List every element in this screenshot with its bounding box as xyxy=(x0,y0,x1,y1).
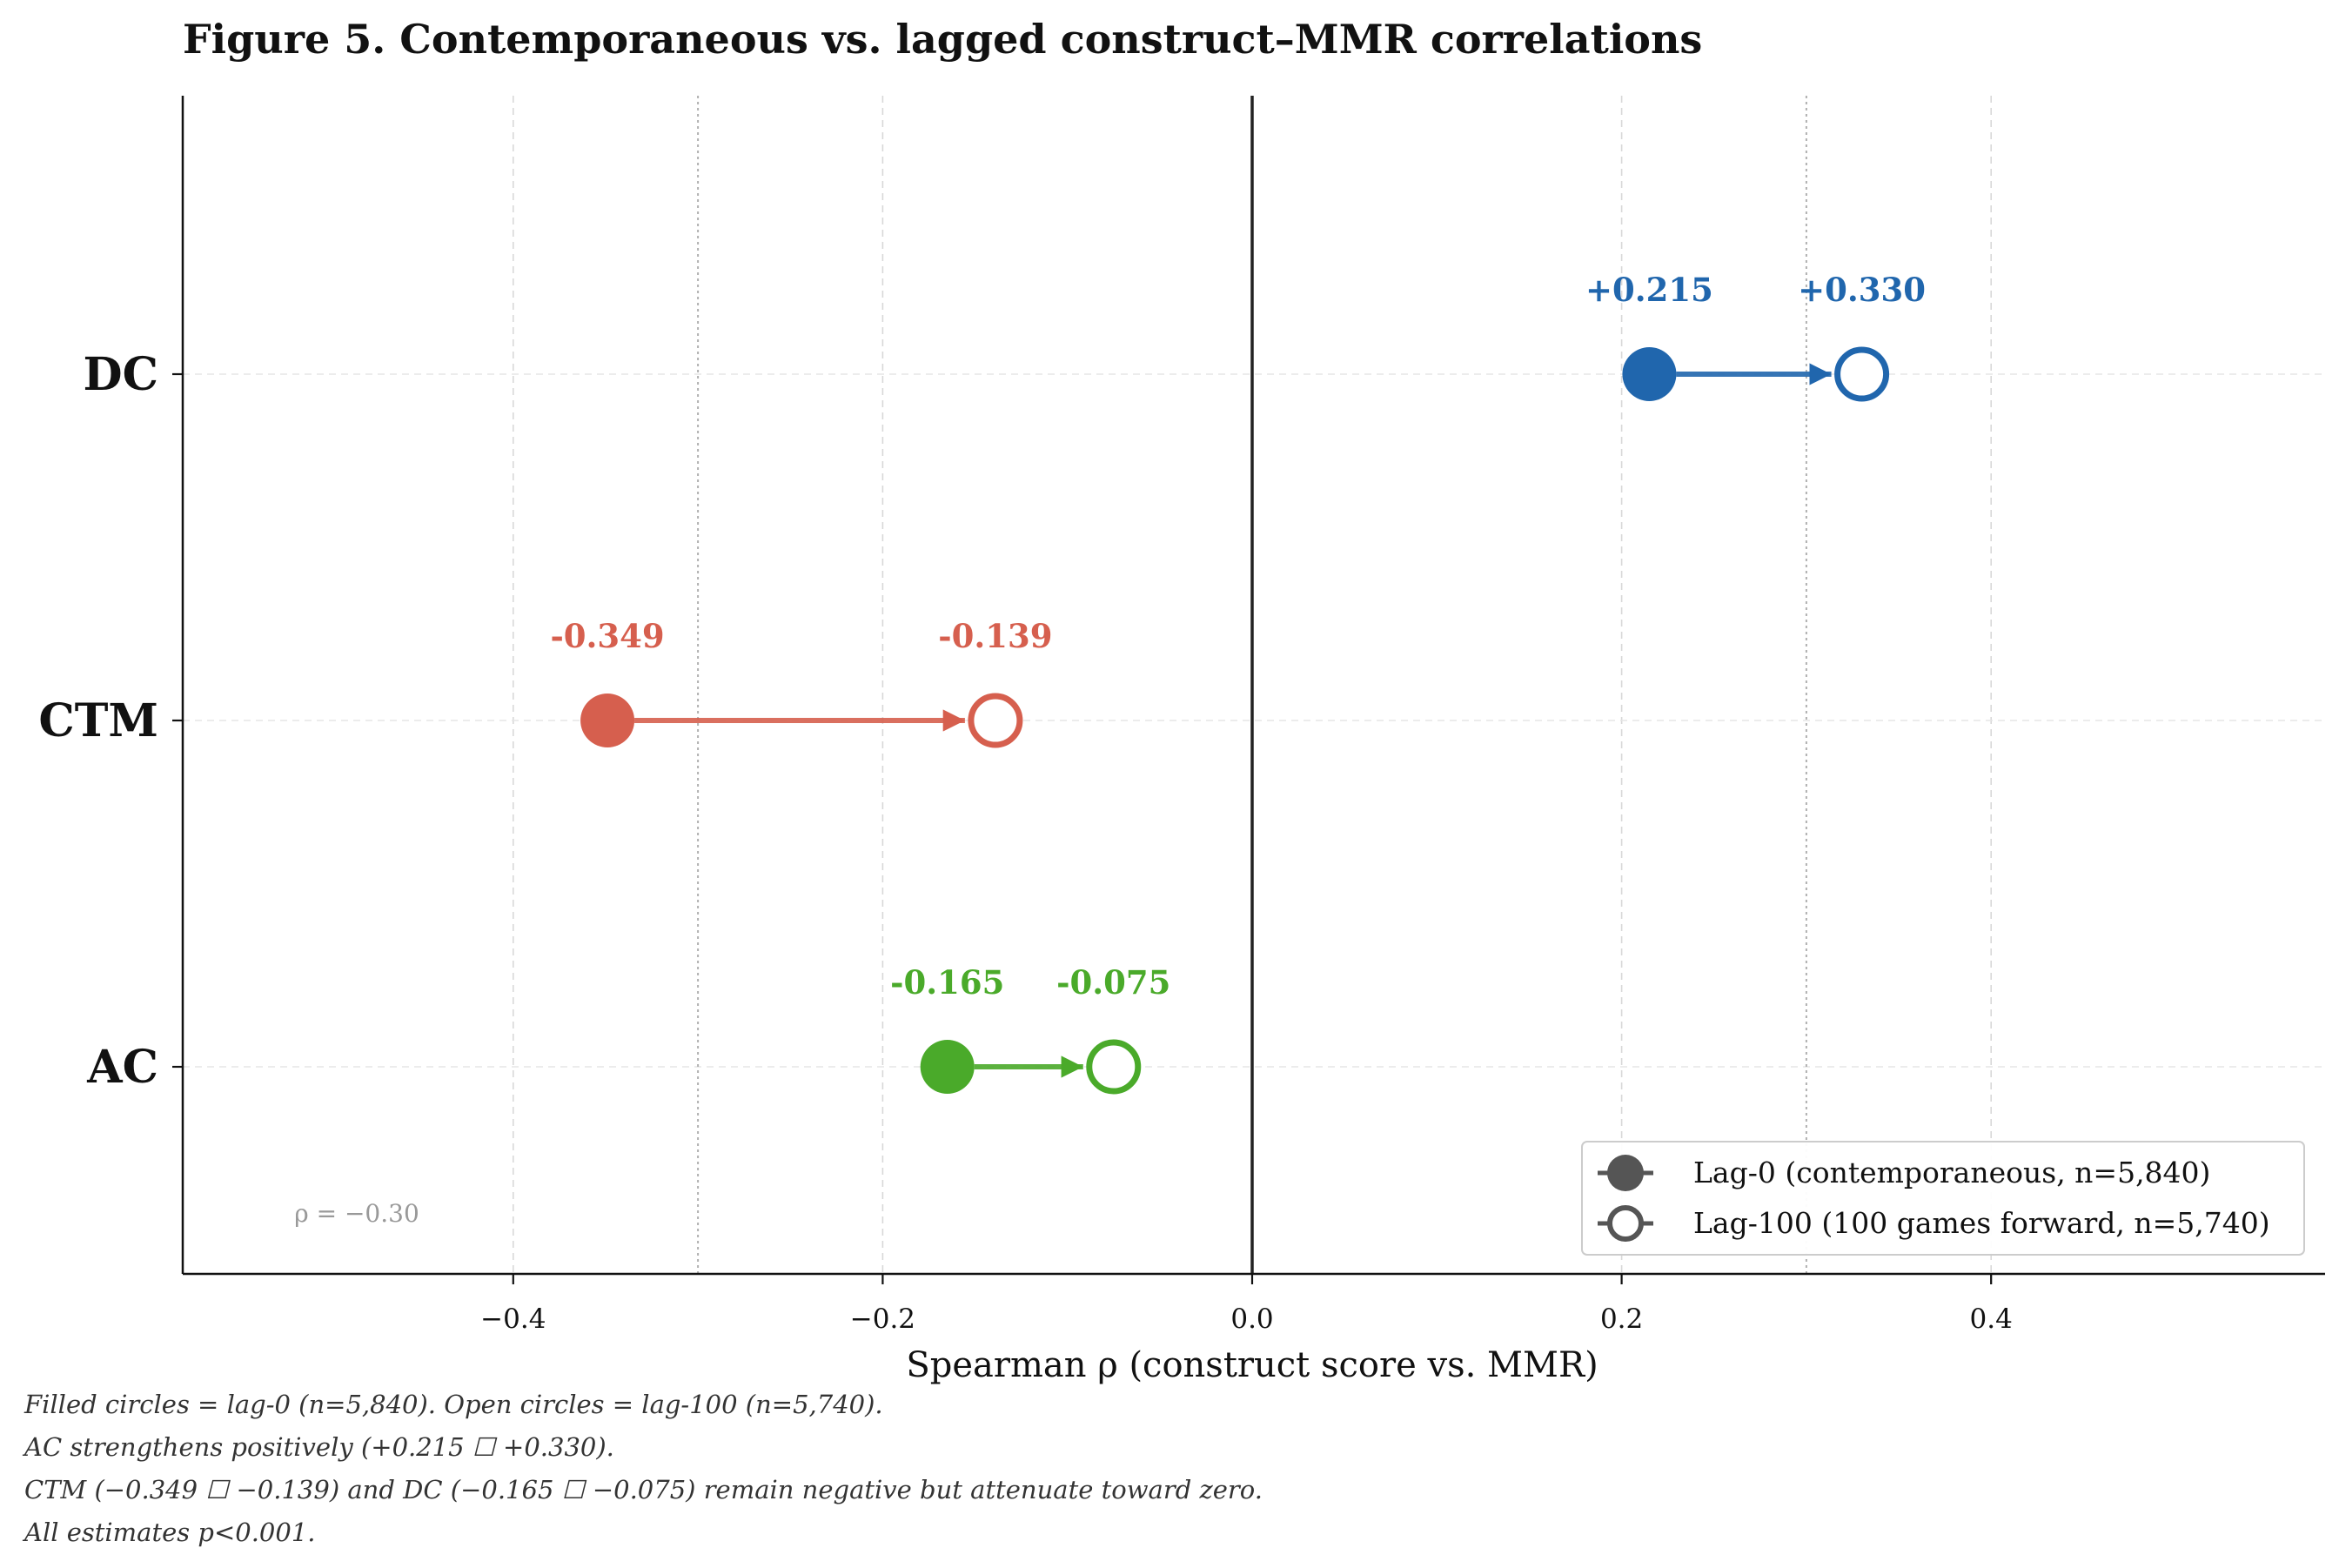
lag100-value-label: -0.075 xyxy=(1056,963,1170,1002)
lag0-point-dc xyxy=(1622,347,1677,401)
lag0-point-ac xyxy=(920,1040,975,1094)
lag0-point-ctm xyxy=(580,694,635,747)
category-label-ac: AC xyxy=(86,1041,158,1094)
lag100-point-dc xyxy=(1834,346,1890,402)
footnote-line: AC strengthens positively (+0.215 ☐ +0.3… xyxy=(24,1432,614,1462)
category-label-dc: DC xyxy=(84,348,158,401)
footnote-line: All estimates p<0.001. xyxy=(24,1518,316,1547)
legend: Lag-0 (contemporaneous, n=5,840) Lag-100 … xyxy=(1581,1141,2305,1256)
lag0-value-label: -0.165 xyxy=(890,963,1004,1002)
legend-entry-label: Lag-0 (contemporaneous, n=5,840) xyxy=(1693,1156,2210,1189)
x-tick-label: −0.4 xyxy=(480,1303,546,1335)
x-tick-label: 0.2 xyxy=(1600,1303,1643,1335)
axes-layer: −0.4 −0.2 0.0 0.2 0.4 Spearman ρ (construct s… xyxy=(38,96,2325,1385)
reference-label: ρ = −0.30 xyxy=(294,1199,419,1228)
lag100-point-ctm xyxy=(968,693,1023,748)
legend-entry-label: Lag-100 (100 games forward, n=5,740) xyxy=(1693,1206,2270,1240)
footnote-line: CTM (−0.349 ☐ −0.139) and DC (−0.165 ☐ −… xyxy=(24,1475,1263,1504)
marks-layer: +0.215 +0.330 -0.349 -0.139 -0.165 -0.075 xyxy=(550,271,1926,1095)
lag0-value-label: +0.215 xyxy=(1585,271,1713,309)
x-axis-label: Spearman ρ (construct score vs. MMR) xyxy=(906,1345,1598,1385)
x-tick-label: 0.4 xyxy=(1970,1303,2013,1335)
legend-marker-filled xyxy=(1607,1155,1644,1191)
x-tick-label: −0.2 xyxy=(850,1303,915,1335)
footnote-line: Filled circles = lag-0 (n=5,840). Open c… xyxy=(24,1390,883,1419)
legend-marker-open xyxy=(1607,1205,1644,1242)
lag0-value-label: -0.349 xyxy=(550,617,664,655)
lag100-value-label: +0.330 xyxy=(1798,271,1926,309)
footnotes: Filled circles = lag-0 (n=5,840). Open c… xyxy=(24,1384,1263,1554)
chart-title: Figure 5. Contemporaneous vs. lagged con… xyxy=(183,16,1703,63)
lag100-value-label: -0.139 xyxy=(938,617,1052,655)
legend-box xyxy=(1581,1141,2305,1256)
category-label-ctm: CTM xyxy=(38,694,158,747)
lag100-point-ac xyxy=(1086,1039,1142,1095)
x-tick-label: 0.0 xyxy=(1230,1303,1273,1335)
grid-layer: ρ = −0.30 xyxy=(183,96,2325,1274)
